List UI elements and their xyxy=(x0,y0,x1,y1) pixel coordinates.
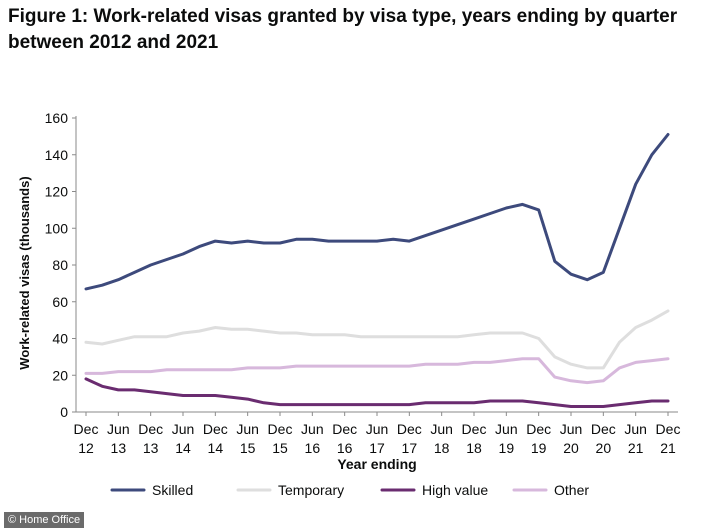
y-tick-label: 100 xyxy=(45,220,69,236)
x-tick-label-year: 13 xyxy=(143,440,159,456)
series-line-skilled xyxy=(84,133,670,291)
y-tick-label: 140 xyxy=(45,147,69,163)
y-tick-label: 60 xyxy=(52,294,68,310)
y-tick-label: 120 xyxy=(45,184,69,200)
x-tick-label-year: 14 xyxy=(175,440,191,456)
x-tick-label-month: Jun xyxy=(560,421,583,437)
x-tick-label-month: Dec xyxy=(203,421,228,437)
x-tick-label-month: Dec xyxy=(462,421,487,437)
legend-label-skilled: Skilled xyxy=(152,482,193,498)
x-tick-label-month: Jun xyxy=(430,421,453,437)
x-tick-label-year: 15 xyxy=(272,440,288,456)
x-tick-label-year: 21 xyxy=(628,440,644,456)
x-tick-label-year: 15 xyxy=(240,440,256,456)
x-tick-label-month: Dec xyxy=(397,421,422,437)
x-tick-label-year: 16 xyxy=(337,440,353,456)
x-tick-label-month: Dec xyxy=(268,421,293,437)
x-tick-label-year: 16 xyxy=(305,440,321,456)
x-tick-label-month: Jun xyxy=(495,421,518,437)
legend-label-other: Other xyxy=(554,482,589,498)
y-tick-label: 0 xyxy=(60,404,68,420)
series-line-temporary xyxy=(84,309,670,370)
x-tick-label-month: Jun xyxy=(301,421,324,437)
x-tick-label-month: Dec xyxy=(656,421,681,437)
y-tick-label: 20 xyxy=(52,367,68,383)
legend-label-temporary: Temporary xyxy=(278,482,344,498)
y-tick-label: 80 xyxy=(52,257,68,273)
series-line-high-value xyxy=(84,377,670,408)
x-tick-label-year: 17 xyxy=(402,440,418,456)
chart-title: Figure 1: Work-related visas granted by … xyxy=(8,6,678,53)
x-tick-label-year: 18 xyxy=(466,440,482,456)
x-tick-label-year: 19 xyxy=(499,440,515,456)
image-credit: © Home Office xyxy=(4,512,85,528)
x-tick-label-year: 20 xyxy=(596,440,612,456)
x-tick-label-year: 17 xyxy=(369,440,385,456)
y-tick-label: 160 xyxy=(45,110,69,126)
x-tick-label-month: Jun xyxy=(624,421,647,437)
x-tick-label-year: 18 xyxy=(434,440,450,456)
x-tick-label-year: 20 xyxy=(563,440,579,456)
y-axis-title: Work-related visas (thousands) xyxy=(17,176,32,369)
x-tick-label-month: Dec xyxy=(591,421,616,437)
x-tick-label-month: Jun xyxy=(107,421,130,437)
legend-label-high-value: High value xyxy=(422,482,488,498)
x-tick-label-year: 19 xyxy=(531,440,547,456)
x-tick-label-month: Jun xyxy=(366,421,389,437)
x-tick-label-month: Jun xyxy=(172,421,195,437)
x-tick-label-year: 12 xyxy=(78,440,94,456)
x-tick-label-month: Dec xyxy=(526,421,551,437)
x-tick-label-month: Dec xyxy=(332,421,357,437)
x-tick-label-month: Dec xyxy=(74,421,99,437)
x-tick-label-month: Jun xyxy=(236,421,259,437)
y-tick-label: 40 xyxy=(52,331,68,347)
x-tick-label-year: 13 xyxy=(111,440,127,456)
x-tick-label-year: 21 xyxy=(660,440,676,456)
x-tick-label-month: Dec xyxy=(138,421,163,437)
x-tick-label-year: 14 xyxy=(208,440,224,456)
series-line-other xyxy=(84,357,670,385)
x-axis-title: Year ending xyxy=(337,456,416,472)
